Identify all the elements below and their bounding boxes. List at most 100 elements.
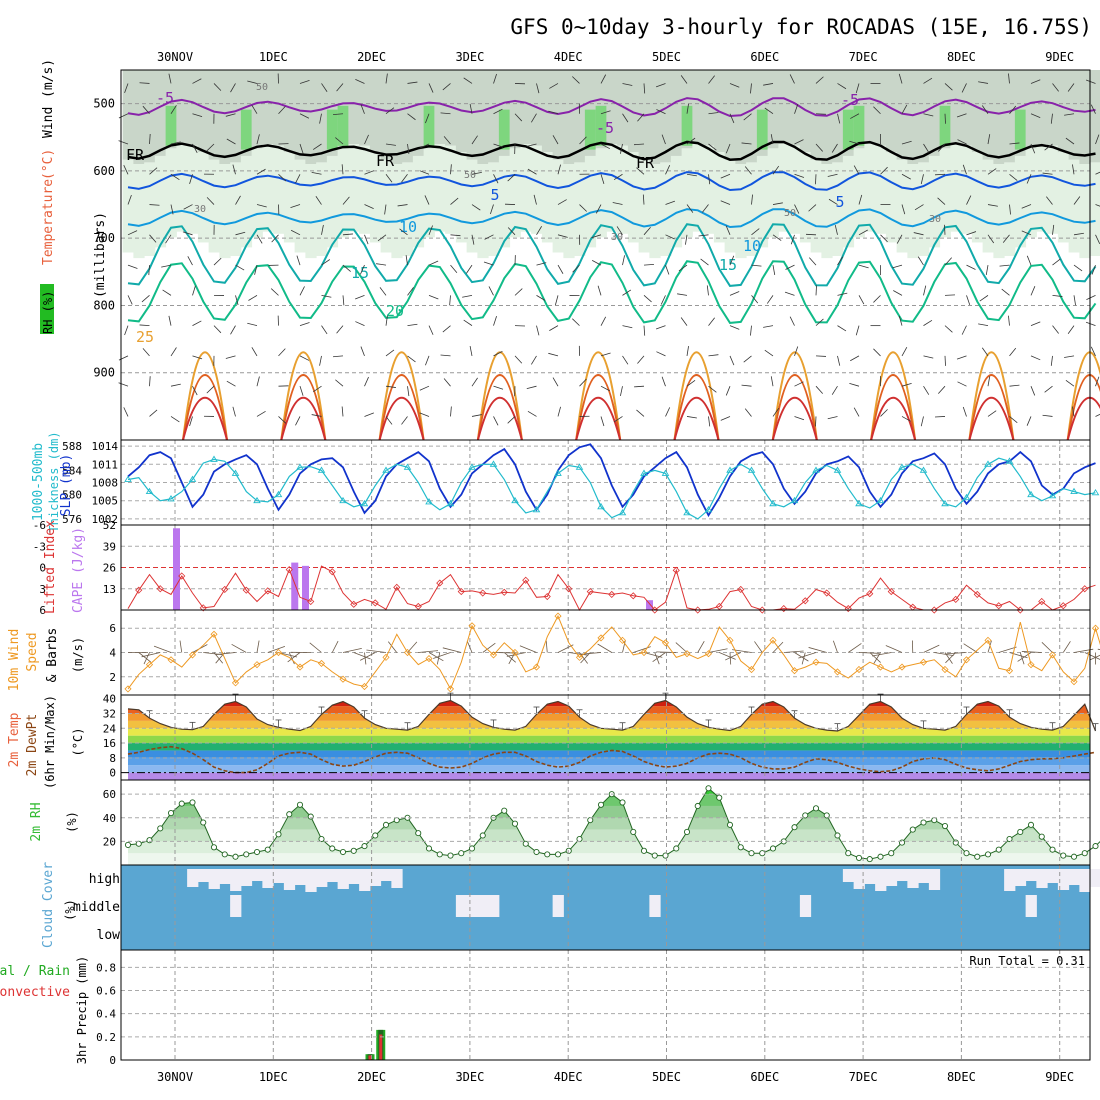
wind-barb [450,164,452,175]
wind-barb [985,265,989,276]
wind-barb [1065,137,1075,145]
wind-barb [808,204,817,212]
wind-barb [1044,385,1053,393]
slp-value-grid [121,445,1090,520]
wind-barb [815,143,823,152]
wind-barb [536,226,542,236]
wind-barb [686,379,696,387]
temp2m-band [128,765,1090,773]
rh-band-moist [326,109,339,150]
wind-barb [118,113,129,119]
thickness-point [812,466,820,473]
high-cloud-clear [348,869,360,884]
wind-barb [118,355,129,361]
wind10m-barb [342,648,362,653]
wind-barb [299,355,310,361]
wind10m-point [124,685,132,693]
rh-band-mid [154,155,167,248]
rh2m-point [253,848,261,856]
rh2m-tick-label: 20 [103,835,116,848]
wind10m-barb [869,652,881,663]
wind-barb [488,286,494,296]
warm-isotherm-loop [673,351,720,441]
wind10m-barb [153,645,172,653]
rh2m-point [716,794,723,801]
li-point [930,606,938,614]
thickness-point [1048,491,1057,499]
wind-barb [600,110,611,115]
date-label: 4DEC [554,1070,583,1084]
rh2m-point [662,852,669,859]
wind-barb [450,197,459,205]
rh-band-high [993,70,1005,165]
rh-band-high [1057,70,1070,153]
wind-barb [789,74,795,84]
contour-label: 50 [784,208,796,219]
rh-band-mid [703,145,715,234]
wind-barb [127,230,138,236]
contour-label: 50 [464,170,476,181]
wind-barb [161,264,172,268]
rh-band-high [122,70,134,160]
li-point [1059,602,1067,610]
wind-barb [333,355,344,358]
rh2m-point [1027,821,1035,828]
wind-barb [1095,134,1100,145]
wind-barb [182,231,193,236]
rh2m-point [350,847,357,854]
wind-barb [1065,379,1075,387]
wind-barb [536,325,540,336]
rh-band-high [1090,70,1100,163]
wind-barb [360,104,365,114]
li-point [156,585,164,593]
wind-barb [206,385,215,394]
wind-barb [493,73,497,84]
wind-barb [141,295,150,303]
rh-band-high [1047,70,1059,146]
wind-barb [192,113,203,118]
wind-barb [850,355,860,362]
wind-barb [385,349,395,357]
wind-barb [579,136,587,145]
wind-barb [934,173,946,176]
wind-barb [1052,258,1061,266]
rh2m-point [307,813,314,820]
wind-barb [376,263,387,266]
wind-barb [342,295,345,306]
contour-label: 5 [835,193,844,211]
slp-side-label: SLP (mb) [59,454,74,517]
high-cloud-clear [283,869,296,890]
wind-barb [655,325,666,330]
rh2m-point [845,850,852,857]
rh2m-tick-label: 60 [103,788,116,801]
wind10m-barb [656,651,677,653]
warm-isotherm-loop [968,351,1015,441]
wind-barb [364,234,369,245]
wind-barb [256,376,260,387]
wind-barb [893,290,903,296]
rh-band-mid [423,148,435,238]
rh-band-high [649,70,661,165]
rh-band-moist [240,109,253,150]
wind-barb [750,325,752,336]
wind-barb [987,410,997,417]
li-point [887,588,895,596]
wind-barb [880,234,888,243]
wind-barb [763,83,774,86]
precip-value-grid [121,966,1090,1038]
wind-barb [944,325,953,333]
wind-barb [192,78,202,84]
wind10m-point [468,622,476,630]
rh2m-point [275,831,282,838]
wind-barb [961,83,967,93]
rh-band-mid [240,155,253,248]
wind10m-panel: 6 4 2 [109,612,1100,693]
rh-band-high [316,70,328,163]
wind10m-point [425,655,433,663]
rh-band-high [283,70,296,153]
rh-band-high [746,70,758,163]
contour-label: 15 [351,264,369,282]
wind-barb [685,234,688,245]
thickness-point [898,463,906,470]
rh-band-high [1025,70,1037,149]
